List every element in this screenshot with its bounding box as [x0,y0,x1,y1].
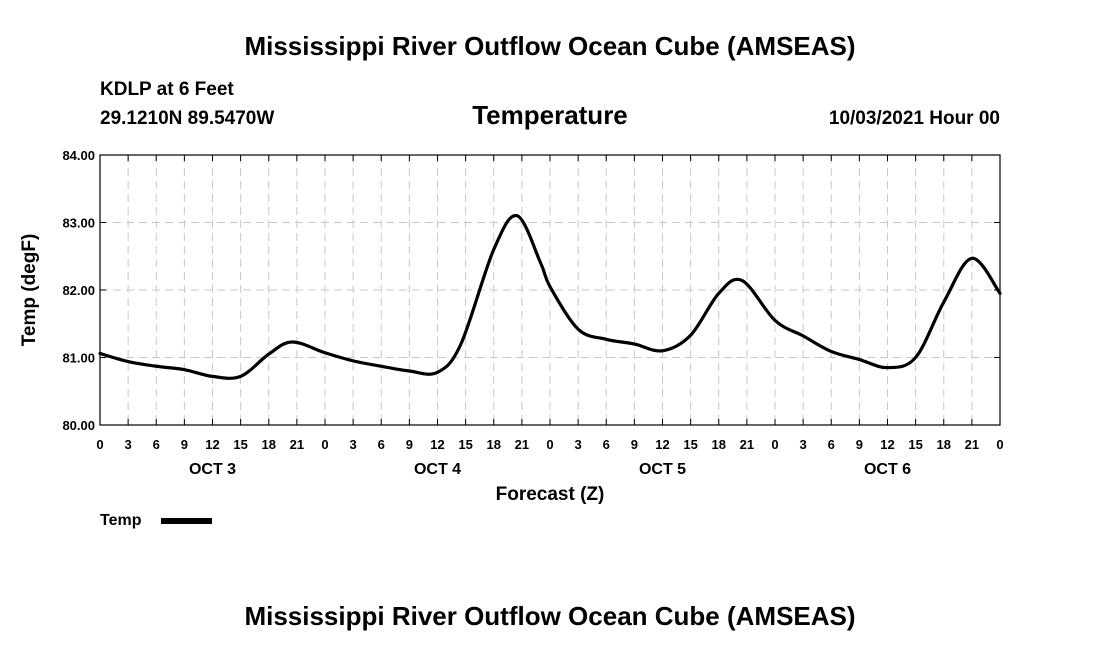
x-tick-label: 18 [712,437,726,452]
axis-ticks [99,154,1001,426]
x-tick-label: 6 [603,437,610,452]
x-tick-label: 0 [771,437,778,452]
legend-label: Temp [100,512,142,529]
chart-main-title: Mississippi River Outflow Ocean Cube (AM… [244,31,855,61]
x-tick-label: 18 [487,437,501,452]
x-tick-label: 0 [546,437,553,452]
legend: Temp [100,512,212,529]
x-tick-label: 0 [321,437,328,452]
data-point [239,375,242,378]
station-label: KDLP at 6 Feet [100,79,234,100]
data-point [740,279,744,282]
y-tick-label: 84.00 [62,148,95,163]
data-point [942,300,945,304]
y-axis-title: Temp (degF) [19,234,40,347]
data-point [717,292,720,295]
data-point [858,358,861,361]
data-point [801,334,805,338]
x-tick-label: 9 [181,437,188,452]
plot-frame [99,154,1001,426]
data-point [459,342,463,346]
data-point [515,214,519,217]
x-tick-label: 3 [575,437,582,452]
forecast-timestamp: 10/03/2021 Hour 00 [829,108,1000,129]
data-point [773,319,777,322]
x-tick-label: 9 [406,437,413,452]
chart-footer-title: Mississippi River Outflow Ocean Cube (AM… [244,601,855,631]
location-coordinates: 29.1210N 89.5470W [100,108,274,129]
data-point [126,360,130,363]
x-tick-label: 12 [430,437,444,452]
x-tick-label: 21 [965,437,979,452]
data-point [998,292,1002,295]
x-tick-label: 3 [800,437,807,452]
day-label: OCT 5 [639,461,686,478]
data-point [267,352,270,356]
day-label: OCT 3 [189,461,236,478]
x-tick-label: 18 [262,437,276,452]
x-tick-label: 21 [515,437,529,452]
data-point [380,365,383,368]
data-point [98,352,102,355]
data-point [689,334,692,337]
x-tick-label: 15 [233,437,247,452]
series-points [98,214,1002,378]
data-point [290,340,294,344]
x-axis-title: Forecast (Z) [496,484,605,505]
day-label: OCT 4 [414,461,461,478]
data-point [970,257,974,260]
data-point [914,356,917,359]
y-tick-label: 83.00 [62,216,95,231]
x-tick-label: 12 [655,437,669,452]
x-tick-label: 21 [740,437,754,452]
x-tick-label: 6 [153,437,160,452]
data-point [323,351,327,354]
x-tick-label: 15 [908,437,922,452]
x-tick-label: 3 [125,437,132,452]
data-point [492,248,495,251]
x-tick-label: 9 [631,437,638,452]
day-label: OCT 6 [864,461,911,478]
data-point [155,365,158,368]
data-point [633,342,636,346]
data-point [408,369,411,373]
data-point [183,368,186,371]
parameter-title: Temperature [472,100,628,130]
data-point [539,261,542,265]
data-point [548,285,552,288]
x-tick-label: 12 [880,437,894,452]
y-tick-label: 82.00 [62,283,95,298]
data-point [211,375,214,378]
data-point [576,327,580,331]
data-point [661,349,664,352]
x-tick-label: 18 [937,437,951,452]
x-tick-label: 15 [458,437,472,452]
y-tick-label: 81.00 [62,351,95,366]
x-tick-label: 12 [205,437,219,452]
tick-labels: 0 3 6 9 12 15 18 21 0 3 6 9 12 15 18 21 0 3 6 9 12 15 18 21 0 3 6 9… [62,148,1003,478]
data-point [605,338,608,341]
x-tick-label: 9 [856,437,863,452]
data-point [351,359,355,363]
data-point [830,350,833,353]
x-tick-label: 6 [378,437,385,452]
data-point [886,366,889,369]
x-tick-label: 21 [290,437,304,452]
x-tick-label: 0 [96,437,103,452]
grid-lines [100,155,1000,425]
x-tick-label: 15 [683,437,697,452]
x-tick-label: 6 [828,437,835,452]
data-point [436,371,439,374]
y-tick-label: 80.00 [62,418,95,433]
series-line-temp [98,214,1002,380]
x-tick-label: 3 [350,437,357,452]
x-tick-label: 0 [996,437,1003,452]
